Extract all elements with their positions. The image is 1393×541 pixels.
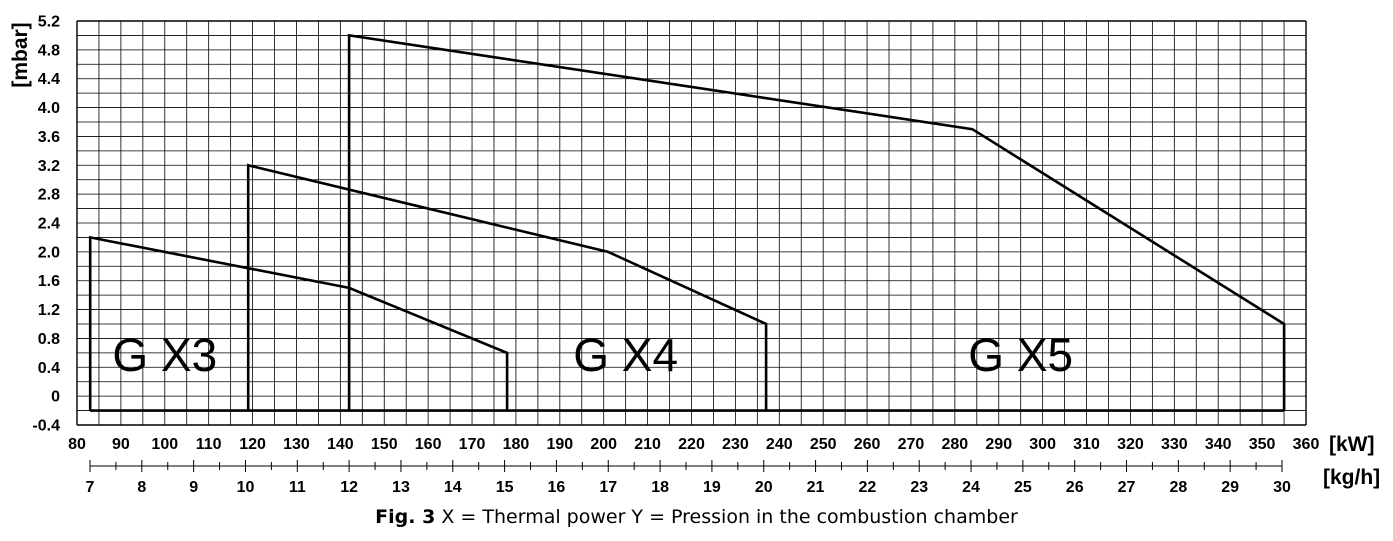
secondary-x-tick-label: 14 bbox=[444, 479, 462, 496]
series-line-g-x4 bbox=[246, 163, 768, 411]
series-layer bbox=[88, 33, 1286, 412]
y-tick-label: -0.4 bbox=[32, 418, 60, 435]
x-tick-label: 180 bbox=[503, 436, 530, 453]
secondary-x-tick-label: 23 bbox=[910, 479, 928, 496]
y-axis-ticks: -0.4 0 0.4 0.8 1.2 1.6 2.0 2.4 2.8 3.2 3.6 4.0 4.4 4.… bbox=[32, 14, 60, 435]
secondary-x-tick-label: 12 bbox=[340, 479, 358, 496]
x-tick-label: 200 bbox=[590, 436, 617, 453]
secondary-x-tick-label: 19 bbox=[703, 479, 721, 496]
secondary-x-tick-label: 13 bbox=[392, 479, 410, 496]
figure-caption-text: X = Thermal power Y = Pression in the co… bbox=[441, 506, 1018, 528]
model-label-g-x4: G X4 bbox=[573, 329, 678, 381]
y-axis-label: [mbar] bbox=[9, 22, 32, 87]
secondary-x-tick-label: 28 bbox=[1169, 479, 1187, 496]
series-line-g-x5 bbox=[347, 33, 1286, 411]
y-tick-label: 4.4 bbox=[38, 71, 60, 88]
secondary-x-tick-label: 10 bbox=[237, 479, 255, 496]
x-tick-label: 150 bbox=[371, 436, 398, 453]
x-tick-label: 340 bbox=[1205, 436, 1232, 453]
x-tick-label: 280 bbox=[942, 436, 969, 453]
secondary-x-tick-label: 25 bbox=[1014, 479, 1032, 496]
x-tick-label: 130 bbox=[283, 436, 310, 453]
x-tick-label: 240 bbox=[766, 436, 793, 453]
x-tick-label: 110 bbox=[196, 436, 222, 453]
x-tick-label: 300 bbox=[1029, 436, 1056, 453]
secondary-x-tick-label: 24 bbox=[962, 479, 980, 496]
secondary-x-tick-label: 30 bbox=[1273, 479, 1291, 496]
x-tick-label: 210 bbox=[634, 436, 661, 453]
burner-working-field-chart: G X3 G X4 G X5 -0.4 0 0.4 0.8 1.2 1.6 2.0 2.4 2.8 3… bbox=[9, 14, 1380, 497]
secondary-x-tick-label: 27 bbox=[1118, 479, 1136, 496]
y-tick-label: 2.0 bbox=[38, 244, 60, 261]
secondary-x-tick-label: 11 bbox=[289, 479, 306, 496]
x-tick-label: 310 bbox=[1073, 436, 1100, 453]
x-axis-ticks: 80 90 100 110 120 130 140 150 160 170 180 190 200 210… bbox=[68, 436, 1319, 453]
secondary-x-tick-label: 15 bbox=[496, 479, 514, 496]
secondary-x-tick-label: 16 bbox=[548, 479, 566, 496]
secondary-x-tick-label: 18 bbox=[651, 479, 669, 496]
grid bbox=[76, 20, 1307, 426]
secondary-x-tick-label: 17 bbox=[599, 479, 617, 496]
y-tick-label: 3.6 bbox=[38, 129, 60, 146]
secondary-x-tick-label: 22 bbox=[858, 479, 876, 496]
y-tick-label: 0 bbox=[51, 389, 60, 406]
x-tick-label: 290 bbox=[985, 436, 1012, 453]
model-label-g-x3: G X3 bbox=[112, 329, 217, 381]
x-tick-label: 80 bbox=[68, 436, 86, 453]
figure-number: Fig. 3 bbox=[375, 506, 436, 528]
secondary-x-tick-label: 20 bbox=[755, 479, 773, 496]
model-labels: G X3 G X4 G X5 bbox=[112, 329, 1073, 381]
y-tick-label: 4.0 bbox=[38, 100, 60, 117]
x-tick-label: 250 bbox=[810, 436, 837, 453]
x-tick-label: 190 bbox=[546, 436, 573, 453]
x-tick-label: 120 bbox=[239, 436, 266, 453]
secondary-x-tick-label: 21 bbox=[807, 479, 825, 496]
secondary-x-tick-label: 26 bbox=[1066, 479, 1084, 496]
x-tick-label: 350 bbox=[1249, 436, 1276, 453]
x-tick-label: 360 bbox=[1293, 436, 1320, 453]
x-tick-label: 260 bbox=[854, 436, 881, 453]
y-tick-label: 5.2 bbox=[38, 14, 60, 31]
x-tick-label: 160 bbox=[415, 436, 442, 453]
x-tick-label: 320 bbox=[1117, 436, 1144, 453]
x-tick-label: 330 bbox=[1161, 436, 1188, 453]
y-tick-label: 1.2 bbox=[38, 302, 60, 319]
y-tick-label: 1.6 bbox=[38, 273, 60, 290]
secondary-x-axis: 7 8 9 10 11 12 13 14 15 16 17 18 19 20 21 22 23 24 25 26 27 2… bbox=[86, 460, 1291, 496]
y-tick-label: 2.4 bbox=[38, 216, 60, 233]
y-tick-label: 3.2 bbox=[38, 158, 60, 175]
x-tick-label: 140 bbox=[327, 436, 354, 453]
figure-caption: Fig. 3 X = Thermal power Y = Pression in… bbox=[0, 506, 1393, 528]
y-tick-label: 2.8 bbox=[38, 187, 60, 204]
x-tick-label: 90 bbox=[112, 436, 130, 453]
x-tick-label: 270 bbox=[898, 436, 925, 453]
model-label-g-x5: G X5 bbox=[968, 329, 1073, 381]
x-tick-label: 230 bbox=[722, 436, 749, 453]
x-tick-label: 100 bbox=[151, 436, 178, 453]
y-tick-label: 0.8 bbox=[38, 331, 60, 348]
secondary-x-tick-label: 8 bbox=[137, 479, 146, 496]
x-axis-label: [kW] bbox=[1329, 433, 1375, 456]
secondary-x-tick-label: 9 bbox=[189, 479, 198, 496]
y-tick-label: 4.8 bbox=[38, 42, 60, 59]
secondary-x-tick-label: 29 bbox=[1221, 479, 1239, 496]
x-tick-label: 170 bbox=[459, 436, 486, 453]
x-tick-label: 220 bbox=[678, 436, 705, 453]
secondary-x-axis-label: [kg/h] bbox=[1323, 466, 1380, 489]
secondary-x-tick-label: 7 bbox=[86, 479, 95, 496]
y-tick-label: 0.4 bbox=[38, 360, 60, 377]
